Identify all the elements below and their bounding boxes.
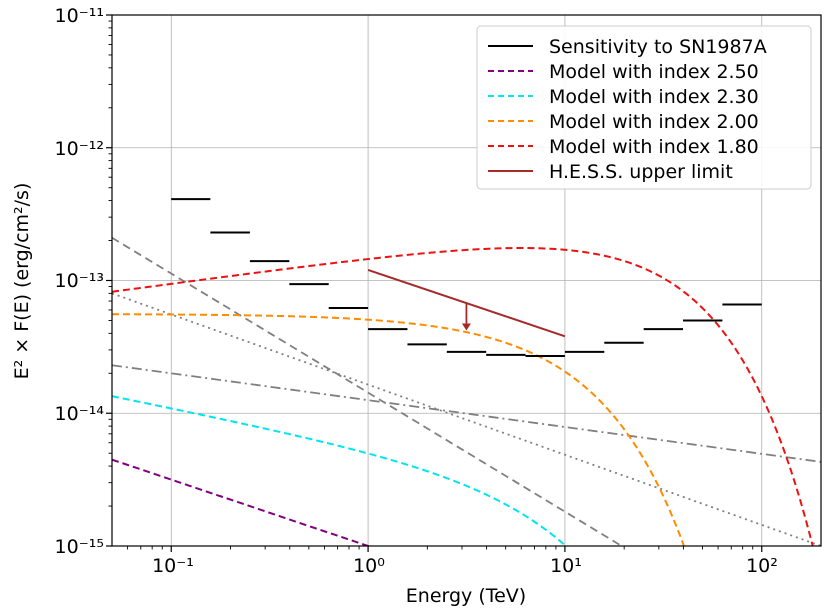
legend-label-model-2-30: Model with index 2.30 <box>549 86 759 108</box>
legend-label-model-2-50: Model with index 2.50 <box>549 61 759 83</box>
y-tick-label: 10⁻¹¹ <box>55 5 104 27</box>
y-tick-labels: 10⁻¹⁵ 10⁻¹⁴ 10⁻¹³ 10⁻¹² 10⁻¹¹ <box>55 5 105 558</box>
y-axis-label: E² × F(E) (erg/cm²/s) <box>11 183 33 380</box>
legend-label-model-2-00: Model with index 2.00 <box>549 111 759 133</box>
model-curve-index-1-8 <box>112 246 814 546</box>
legend-label-sensitivity: Sensitivity to SN1987A <box>549 36 767 58</box>
x-tick-label: 10⁰ <box>353 555 385 577</box>
x-tick-label: 10² <box>746 555 778 577</box>
x-axis-label: Energy (TeV) <box>406 585 526 607</box>
y-tick-label: 10⁻¹⁵ <box>55 536 104 558</box>
legend-label-hess: H.E.S.S. upper limit <box>549 161 733 183</box>
hess-upper-limit-line <box>367 269 566 338</box>
legend-box <box>476 25 812 190</box>
legend-label-model-1-80: Model with index 1.80 <box>549 136 759 158</box>
model-curve-index-2-5 <box>112 458 372 546</box>
x-tick-labels: 10⁻¹ 10⁰ 10¹ 10² <box>152 555 778 577</box>
hess-upper-limit-arrow-head <box>461 323 471 331</box>
model-curve-index-2 <box>112 313 686 546</box>
x-tick-label: 10⁻¹ <box>152 555 194 577</box>
y-tick-label: 10⁻¹⁴ <box>55 403 105 425</box>
legend: Sensitivity to SN1987A Model with index … <box>476 25 812 190</box>
tick-layer <box>106 14 763 552</box>
reference-line-dashed <box>112 236 624 546</box>
y-tick-label: 10⁻¹³ <box>55 270 104 292</box>
x-tick-label: 10¹ <box>550 555 582 577</box>
y-tick-label: 10⁻¹² <box>55 138 104 160</box>
data-layer <box>112 198 821 546</box>
